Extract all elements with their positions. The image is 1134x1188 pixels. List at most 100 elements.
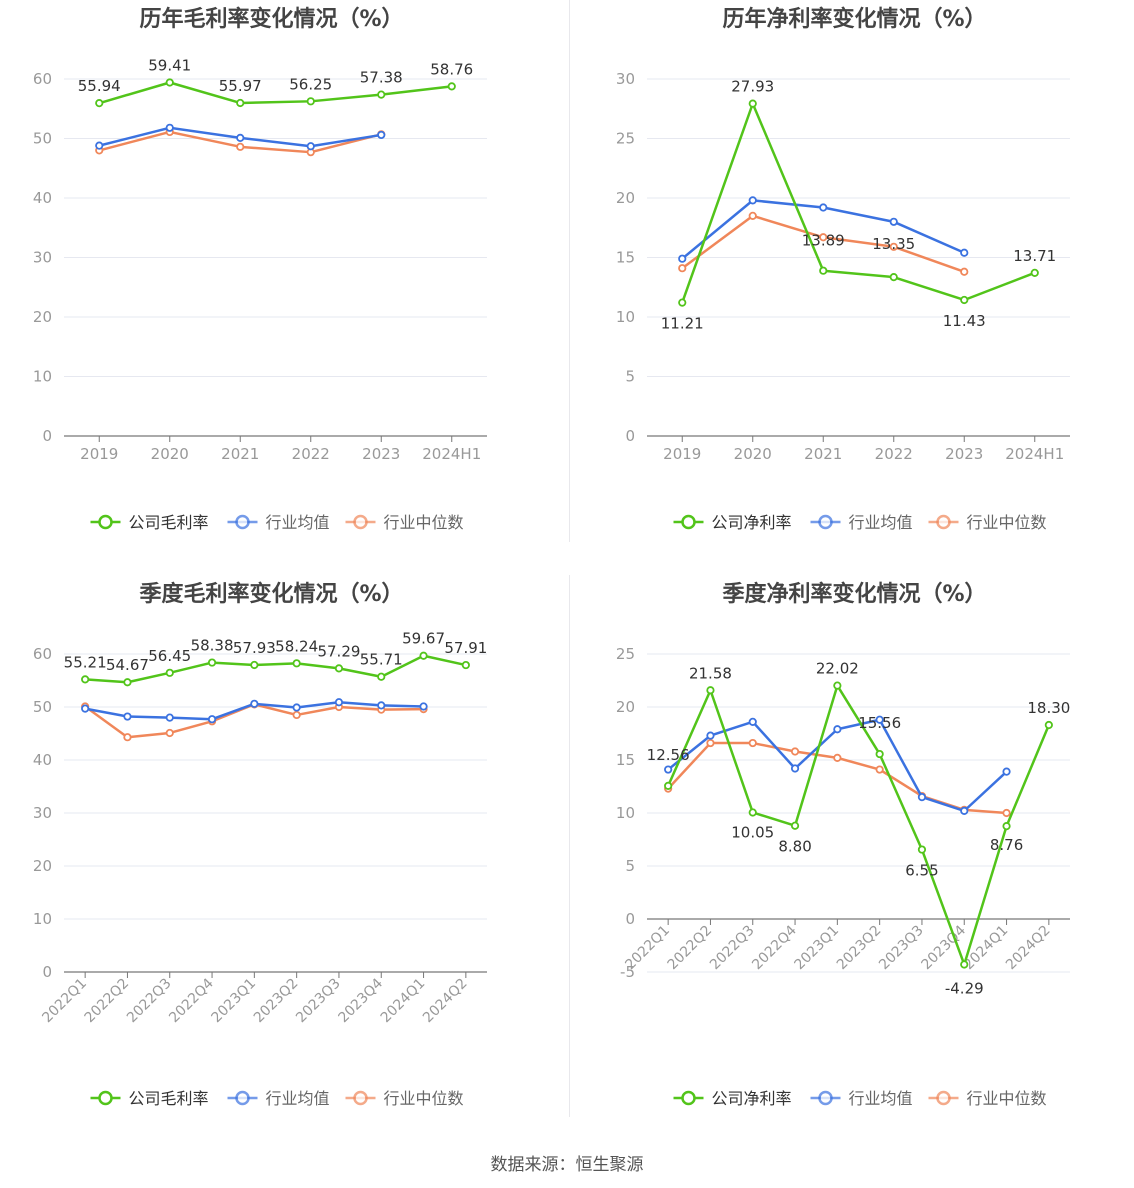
y-tick-label: 5 <box>625 857 635 875</box>
data-point <box>123 733 132 742</box>
data-point <box>790 821 800 830</box>
chart-title: 历年净利率变化情况（%） <box>722 6 986 32</box>
data-label: 54.67 <box>106 656 149 674</box>
y-tick-label: 15 <box>616 751 635 769</box>
x-tick-label: 2024Q2 <box>420 976 471 1027</box>
data-label: 18.30 <box>1027 699 1070 717</box>
legend-item: 公司毛利率 <box>90 1089 209 1108</box>
data-label: 22.02 <box>816 660 859 678</box>
data-point <box>748 196 757 205</box>
data-label: 59.67 <box>402 630 445 648</box>
data-label: 10.05 <box>731 823 774 841</box>
data-source-note: 数据来源：恒生聚源 <box>490 1155 644 1175</box>
data-label: 13.89 <box>802 232 845 250</box>
chart-svg: 季度毛利率变化情况（%）01020304050602022Q12022Q2202… <box>33 581 487 1108</box>
data-label: 11.21 <box>661 315 704 333</box>
x-tick-label: 2022Q3 <box>124 976 175 1027</box>
y-tick-label: -5 <box>620 963 635 981</box>
series-line <box>84 703 424 739</box>
data-point <box>889 242 898 251</box>
y-tick-label: 0 <box>42 427 52 445</box>
legend-marker-icon <box>681 1090 696 1106</box>
legend-item: 行业中位数 <box>345 1089 464 1108</box>
data-point <box>875 765 884 774</box>
chart-title: 历年毛利率变化情况（%） <box>139 6 403 32</box>
x-tick-label: 2023Q3 <box>876 923 927 974</box>
data-point <box>790 747 800 756</box>
data-point <box>960 267 969 276</box>
y-tick-label: 60 <box>33 645 52 663</box>
legend-label: 公司净利率 <box>712 513 792 532</box>
y-tick-label: 0 <box>625 427 635 445</box>
legend-marker-icon <box>235 1090 250 1106</box>
legend-label: 行业均值 <box>849 1089 913 1108</box>
data-point <box>833 753 842 762</box>
data-point <box>207 715 217 724</box>
x-tick-label: 2023Q1 <box>792 923 843 974</box>
legend-item: 公司净利率 <box>673 513 792 532</box>
data-point <box>236 133 245 143</box>
data-point <box>706 738 715 748</box>
data-point <box>292 659 301 668</box>
data-point <box>960 806 969 815</box>
x-tick-label: 2021 <box>804 445 842 463</box>
x-tick-label: 2022Q2 <box>82 976 133 1027</box>
data-point <box>706 731 715 740</box>
data-point <box>419 651 428 660</box>
y-tick-label: 15 <box>616 249 635 267</box>
x-tick-label: 2023Q2 <box>834 923 885 974</box>
data-label: 59.41 <box>148 57 191 75</box>
data-point <box>250 699 259 708</box>
series-line <box>667 718 1008 813</box>
data-label: 56.45 <box>148 647 191 665</box>
legend-marker-icon <box>936 514 951 530</box>
series-line <box>667 741 1007 815</box>
x-tick-label: 2024Q2 <box>1003 923 1054 974</box>
data-label: 55.71 <box>360 651 403 669</box>
data-label: 55.94 <box>78 77 121 95</box>
y-tick-label: 30 <box>616 70 635 88</box>
x-tick-label: 2021 <box>221 445 259 463</box>
y-tick-label: 50 <box>33 130 52 148</box>
data-point <box>889 217 898 226</box>
data-point <box>81 675 90 684</box>
data-point <box>1002 808 1011 818</box>
data-point <box>165 78 174 87</box>
x-tick-label: 2022Q4 <box>166 975 217 1026</box>
data-point <box>207 658 217 667</box>
data-label: 27.93 <box>731 78 774 96</box>
y-tick-label: 40 <box>33 751 52 769</box>
data-label: 12.56 <box>647 746 690 764</box>
y-tick-label: 20 <box>33 308 52 326</box>
data-point <box>81 704 90 713</box>
data-label: 55.21 <box>64 653 107 671</box>
x-tick-label: 2022Q3 <box>707 923 758 974</box>
x-tick-label: 2022 <box>292 445 330 463</box>
chart-title: 季度毛利率变化情况（%） <box>139 581 403 607</box>
x-tick-label: 2024Q1 <box>378 976 429 1027</box>
legend-marker-icon <box>681 514 696 530</box>
x-tick-label: 2023Q1 <box>209 976 260 1027</box>
data-label: 57.93 <box>233 639 276 657</box>
data-point <box>292 710 301 720</box>
data-point <box>306 142 315 151</box>
x-tick-label: 2023Q3 <box>293 976 344 1027</box>
y-tick-label: 0 <box>42 963 52 981</box>
legend-label: 公司毛利率 <box>129 513 209 532</box>
data-label: 11.43 <box>943 312 986 330</box>
data-point <box>960 248 969 257</box>
data-point <box>292 703 301 712</box>
y-tick-label: 25 <box>616 130 635 148</box>
data-label: 56.25 <box>289 75 332 93</box>
x-tick-label: 2022Q4 <box>749 922 800 973</box>
data-point <box>889 273 898 282</box>
legend-marker-icon <box>235 514 250 530</box>
data-label: 13.71 <box>1013 247 1056 265</box>
x-tick-label: 2023Q4 <box>335 975 386 1026</box>
data-point <box>664 781 673 790</box>
y-tick-label: 60 <box>33 70 52 88</box>
data-point <box>917 792 927 802</box>
chart-svg: 历年毛利率变化情况（%） 0 10 20 30 40 50 60 2019 2020 2021 202… <box>33 6 487 532</box>
data-point <box>664 765 673 774</box>
data-point <box>461 660 470 670</box>
